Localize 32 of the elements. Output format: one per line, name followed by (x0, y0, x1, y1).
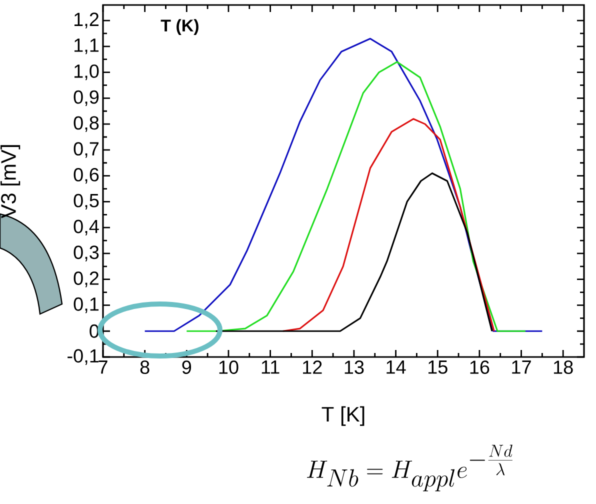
x-tick-label: 15 (428, 360, 448, 374)
y-tick-label: 0,5 (74, 194, 99, 210)
y-tick-label: 1,2 (74, 12, 99, 28)
x-tick-label: 17 (512, 360, 531, 374)
x-tick-label: 10 (219, 360, 238, 374)
y-tick-label: 0,9 (74, 90, 99, 106)
text: $H_{Nb} = H_{appl} e^{-\frac{Nd}{\lambda}}$ (307, 444, 512, 492)
x-axis-title: T [K] (322, 406, 364, 426)
x-tick-label: 18 (554, 360, 573, 374)
x-tick-label: 9 (182, 360, 192, 374)
y-tick-label: 0,7 (74, 142, 99, 158)
x-tick-label: 13 (344, 360, 364, 374)
x-tick-label: 8 (140, 360, 150, 374)
y-tick-label: 0,6 (74, 168, 99, 184)
y-tick-label: 1,1 (74, 38, 99, 54)
y-tick-label: 0,2 (74, 272, 99, 288)
y-tick-label: 1,0 (74, 64, 99, 80)
y-axis-title: V3 [mV] (0, 145, 20, 218)
x-tick-label: 11 (262, 360, 280, 374)
annotation: T (K) (160, 19, 198, 35)
x-tick-label: 14 (386, 360, 406, 374)
x-tick-label: 16 (470, 360, 490, 374)
x-tick-label: 12 (303, 360, 322, 374)
line-series (215, 172, 493, 332)
y-tick-label: 0,8 (74, 116, 99, 132)
line-series (282, 118, 495, 332)
y-tick-label: 0,3 (74, 246, 99, 262)
x-tick-label: 7 (98, 360, 108, 374)
y-tick-label: 0,1 (74, 297, 99, 314)
y-tick-label: 0,4 (74, 220, 99, 236)
y-tick-label: -0,1 (68, 349, 99, 365)
line-series (186, 61, 526, 332)
